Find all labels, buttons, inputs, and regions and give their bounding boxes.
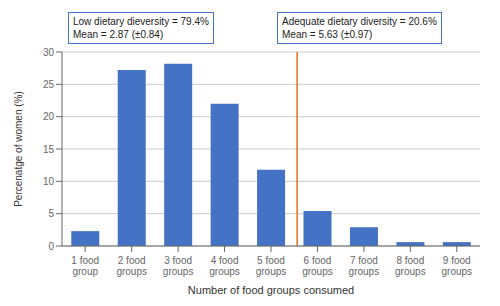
svg-text:9 foodgroups: 9 foodgroups bbox=[441, 255, 472, 277]
svg-text:5: 5 bbox=[48, 208, 54, 219]
svg-text:3 foodgroups: 3 foodgroups bbox=[163, 255, 194, 277]
svg-text:1 foodgroup: 1 foodgroup bbox=[71, 255, 99, 277]
svg-text:10: 10 bbox=[43, 176, 55, 187]
svg-text:6 foodgroups: 6 foodgroups bbox=[302, 255, 333, 277]
svg-text:Number of food groups consumed: Number of food groups consumed bbox=[188, 284, 354, 296]
svg-text:0: 0 bbox=[48, 241, 54, 252]
svg-text:25: 25 bbox=[43, 79, 55, 90]
svg-text:4 foodgroups: 4 foodgroups bbox=[209, 255, 240, 277]
html-text:Adequate dietary diversity = 2: Adequate dietary diversity = 20.6% Mean … bbox=[282, 16, 437, 40]
html-text:Low dietary dieversity = 79.4%: Low dietary dieversity = 79.4% Mean = 2.… bbox=[73, 16, 209, 40]
svg-text:5 foodgroups: 5 foodgroups bbox=[256, 255, 287, 277]
svg-text:7 foodgroups: 7 foodgroups bbox=[349, 255, 380, 277]
svg-text:8 foodgroups: 8 foodgroups bbox=[395, 255, 426, 277]
svg-text:Percenatge of women (%): Percenatge of women (%) bbox=[13, 91, 24, 207]
svg-text:30: 30 bbox=[43, 47, 55, 58]
svg-text:15: 15 bbox=[43, 144, 55, 155]
svg-text:2 foodgroups: 2 foodgroups bbox=[116, 255, 147, 277]
svg-text:20: 20 bbox=[43, 111, 55, 122]
